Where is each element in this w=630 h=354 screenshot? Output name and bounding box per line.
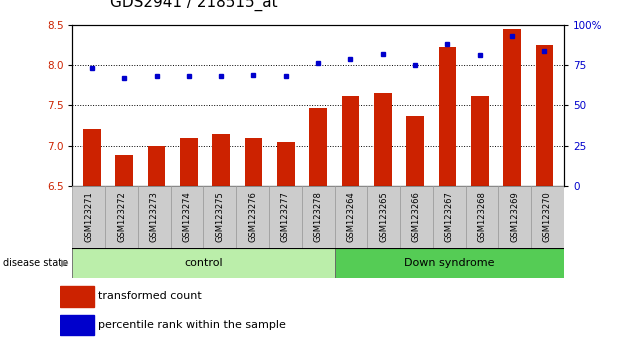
Text: GSM123269: GSM123269: [510, 192, 519, 242]
Bar: [269, 186, 302, 248]
Bar: [531, 186, 564, 248]
Bar: [72, 248, 335, 278]
Bar: [309, 108, 327, 186]
Bar: [138, 186, 171, 248]
Bar: [244, 138, 262, 186]
Text: percentile rank within the sample: percentile rank within the sample: [98, 320, 286, 330]
Text: GDS2941 / 218515_at: GDS2941 / 218515_at: [110, 0, 278, 11]
Bar: [471, 96, 489, 186]
Bar: [433, 186, 466, 248]
Bar: [236, 186, 269, 248]
Text: transformed count: transformed count: [98, 291, 202, 301]
Bar: [72, 186, 105, 248]
Bar: [83, 130, 101, 186]
Bar: [335, 248, 564, 278]
Bar: [302, 186, 335, 248]
Bar: [536, 45, 553, 186]
Bar: [180, 138, 198, 186]
Text: GSM123273: GSM123273: [150, 192, 159, 242]
Bar: [105, 186, 138, 248]
Text: GSM123267: GSM123267: [445, 192, 454, 242]
Text: GSM123268: GSM123268: [478, 192, 486, 242]
Bar: [503, 29, 521, 186]
Text: GSM123275: GSM123275: [215, 192, 224, 242]
Text: ▶: ▶: [61, 258, 69, 268]
Bar: [60, 286, 94, 307]
Bar: [367, 186, 400, 248]
Bar: [341, 96, 359, 186]
Bar: [115, 155, 133, 186]
Bar: [498, 186, 531, 248]
Bar: [212, 133, 230, 186]
Text: GSM123278: GSM123278: [314, 192, 323, 242]
Text: GSM123272: GSM123272: [117, 192, 126, 242]
Text: GSM123264: GSM123264: [346, 192, 355, 242]
Bar: [406, 116, 424, 186]
Bar: [335, 186, 367, 248]
Bar: [374, 93, 392, 186]
Text: GSM123274: GSM123274: [183, 192, 192, 242]
Text: GSM123265: GSM123265: [379, 192, 388, 242]
Text: disease state: disease state: [3, 258, 68, 268]
Text: GSM123266: GSM123266: [412, 192, 421, 242]
Bar: [147, 145, 166, 186]
Bar: [400, 186, 433, 248]
Bar: [438, 47, 456, 186]
Bar: [203, 186, 236, 248]
Text: GSM123270: GSM123270: [543, 192, 552, 242]
Text: GSM123276: GSM123276: [248, 192, 257, 242]
Bar: [277, 142, 295, 186]
Text: Down syndrome: Down syndrome: [404, 258, 495, 268]
Text: control: control: [184, 258, 223, 268]
Bar: [171, 186, 203, 248]
Text: GSM123277: GSM123277: [281, 192, 290, 242]
Bar: [60, 315, 94, 335]
Bar: [466, 186, 498, 248]
Text: GSM123271: GSM123271: [84, 192, 93, 242]
